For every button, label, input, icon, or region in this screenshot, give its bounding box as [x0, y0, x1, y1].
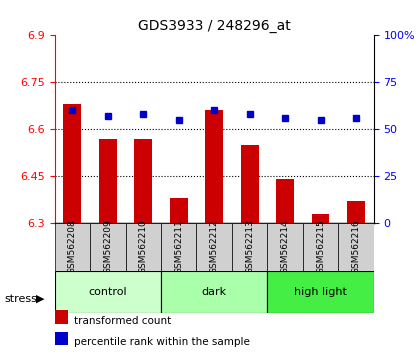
Bar	[126, 223, 161, 271]
Bar	[268, 223, 303, 271]
Text: percentile rank within the sample: percentile rank within the sample	[74, 337, 250, 347]
Text: GSM562211: GSM562211	[174, 219, 183, 274]
Title: GDS3933 / 248296_at: GDS3933 / 248296_at	[138, 19, 291, 33]
Bar	[312, 214, 329, 223]
Bar	[170, 198, 188, 223]
Text: control: control	[89, 287, 127, 297]
Text: high light: high light	[294, 287, 347, 297]
Text: GSM562216: GSM562216	[352, 219, 360, 274]
Bar	[303, 223, 339, 271]
Text: GSM562209: GSM562209	[103, 219, 112, 274]
Text: GSM562214: GSM562214	[281, 219, 290, 274]
Text: GSM562212: GSM562212	[210, 219, 219, 274]
Bar	[197, 223, 232, 271]
Bar	[55, 223, 90, 271]
Bar	[134, 139, 152, 223]
Bar	[161, 271, 268, 313]
Text: ▶: ▶	[36, 294, 44, 304]
Bar	[90, 223, 126, 271]
Bar	[55, 271, 161, 313]
Bar	[99, 139, 117, 223]
Bar	[339, 223, 374, 271]
Bar	[205, 110, 223, 223]
Text: GSM562210: GSM562210	[139, 219, 148, 274]
Text: GSM562215: GSM562215	[316, 219, 325, 274]
Bar	[276, 179, 294, 223]
Bar	[347, 201, 365, 223]
Bar	[63, 104, 81, 223]
Text: GSM562213: GSM562213	[245, 219, 254, 274]
Text: stress: stress	[4, 294, 37, 304]
Text: GSM562208: GSM562208	[68, 219, 77, 274]
Text: transformed count: transformed count	[74, 316, 172, 326]
Bar	[232, 223, 268, 271]
Text: dark: dark	[202, 287, 227, 297]
Bar	[268, 271, 374, 313]
Bar	[241, 145, 259, 223]
Bar	[161, 223, 197, 271]
